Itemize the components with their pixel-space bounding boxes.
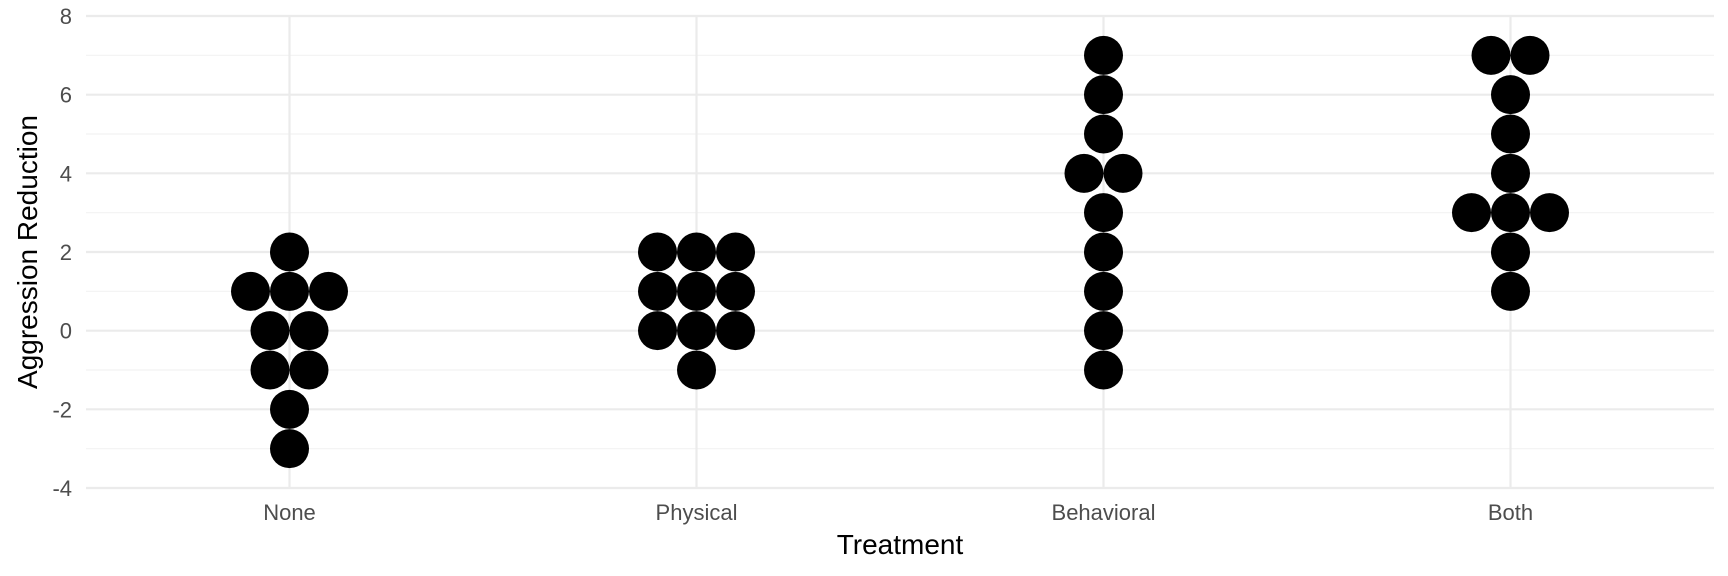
data-point xyxy=(1510,35,1550,75)
data-point xyxy=(1084,114,1123,154)
data-point xyxy=(289,350,329,390)
data-point xyxy=(1084,75,1123,115)
data-point xyxy=(1491,75,1530,115)
data-point xyxy=(270,232,309,272)
data-point xyxy=(1064,153,1104,193)
data-point xyxy=(270,429,309,469)
data-point xyxy=(677,271,716,311)
y-tick-label: 0 xyxy=(60,319,72,344)
data-point xyxy=(638,311,677,351)
data-point xyxy=(1530,193,1569,233)
y-tick-label: 2 xyxy=(60,240,72,265)
data-point xyxy=(231,271,270,311)
grid xyxy=(86,14,1714,490)
data-points xyxy=(231,35,1569,469)
data-point xyxy=(1084,271,1123,311)
data-point xyxy=(716,311,755,351)
data-point xyxy=(1084,193,1123,233)
data-point xyxy=(1084,35,1123,75)
y-tick-label: -2 xyxy=(52,397,72,422)
y-axis-ticks: -4 -2 0 2 4 6 8 xyxy=(52,4,72,501)
data-point xyxy=(1084,311,1123,351)
data-point xyxy=(677,311,716,351)
x-tick-label: Both xyxy=(1488,500,1533,525)
data-point xyxy=(1491,153,1530,193)
data-point xyxy=(716,232,755,272)
data-point xyxy=(1084,350,1123,390)
y-axis-title: Aggression Reduction xyxy=(12,115,43,389)
y-tick-label: 4 xyxy=(60,161,72,186)
data-point xyxy=(250,350,290,390)
data-point xyxy=(1491,232,1530,272)
x-tick-label: Physical xyxy=(656,500,738,525)
data-point xyxy=(1103,153,1143,193)
data-point xyxy=(270,271,309,311)
data-point xyxy=(250,311,290,351)
data-point xyxy=(289,311,329,351)
y-tick-label: -4 xyxy=(52,476,72,501)
data-point xyxy=(309,271,348,311)
data-point xyxy=(638,232,677,272)
y-tick-label: 8 xyxy=(60,4,72,29)
data-point xyxy=(1491,271,1530,311)
data-point xyxy=(638,271,677,311)
data-point xyxy=(677,350,716,390)
data-point xyxy=(716,271,755,311)
x-tick-label: Behavioral xyxy=(1052,500,1156,525)
data-point xyxy=(1471,35,1511,75)
data-point xyxy=(1084,232,1123,272)
data-point xyxy=(677,232,716,272)
x-tick-label: None xyxy=(263,500,316,525)
x-axis-ticks: None Physical Behavioral Both xyxy=(263,500,1533,525)
data-point xyxy=(1452,193,1491,233)
data-point xyxy=(1491,114,1530,154)
data-point xyxy=(1491,193,1530,233)
y-tick-label: 6 xyxy=(60,83,72,108)
x-axis-title: Treatment xyxy=(837,529,964,560)
data-point xyxy=(270,389,309,429)
